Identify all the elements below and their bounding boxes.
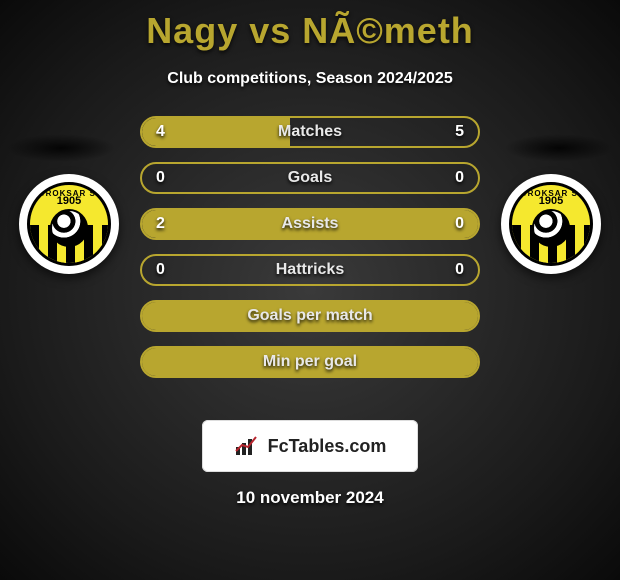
stat-row: Min per goal — [140, 346, 480, 378]
subtitle: Club competitions, Season 2024/2025 — [0, 70, 620, 88]
stat-value-left: 2 — [156, 215, 165, 233]
stat-label: Min per goal — [263, 353, 357, 371]
decoration-shadow-left — [6, 134, 116, 162]
brand-box[interactable]: FcTables.com — [202, 420, 418, 472]
stat-row: 4 5 Matches — [140, 116, 480, 148]
stat-value-right: 0 — [455, 169, 464, 187]
stat-value-right: 5 — [455, 123, 464, 141]
stat-value-right: 0 — [455, 215, 464, 233]
stat-value-left: 0 — [156, 169, 165, 187]
stat-value-right: 0 — [455, 261, 464, 279]
stat-label: Goals per match — [247, 307, 372, 325]
stat-label: Assists — [282, 215, 339, 233]
stat-value-left: 4 — [156, 123, 165, 141]
stat-row: 0 0 Hattricks — [140, 254, 480, 286]
stat-label: Goals — [288, 169, 332, 187]
brand-text: FcTables.com — [268, 436, 387, 457]
stat-row: 2 0 Assists — [140, 208, 480, 240]
stat-value-left: 0 — [156, 261, 165, 279]
club-badge-right: SOROKSAR SC. 1905 — [501, 174, 601, 274]
soccer-ball-icon — [50, 209, 88, 247]
badge-arc-text: SOROKSAR SC. — [32, 189, 106, 198]
stat-label: Hattricks — [276, 261, 344, 279]
club-badge-left: SOROKSAR SC. 1905 — [19, 174, 119, 274]
decoration-shadow-right — [504, 134, 614, 162]
comparison-panel: SOROKSAR SC. 1905 SOROKSAR SC. 1905 4 5 Ma… — [0, 116, 620, 416]
page-title: Nagy vs NÃ©meth — [0, 0, 620, 52]
stat-row: 0 0 Goals — [140, 162, 480, 194]
date-text: 10 november 2024 — [0, 488, 620, 508]
stat-row: Goals per match — [140, 300, 480, 332]
soccer-ball-icon — [532, 209, 570, 247]
stats-list: 4 5 Matches 0 0 Goals 2 0 Assists 0 0 Hattricks Goal… — [140, 116, 480, 392]
badge-arc-text: SOROKSAR SC. — [514, 189, 588, 198]
stat-label: Matches — [278, 123, 342, 141]
chart-logo-icon — [234, 435, 262, 457]
